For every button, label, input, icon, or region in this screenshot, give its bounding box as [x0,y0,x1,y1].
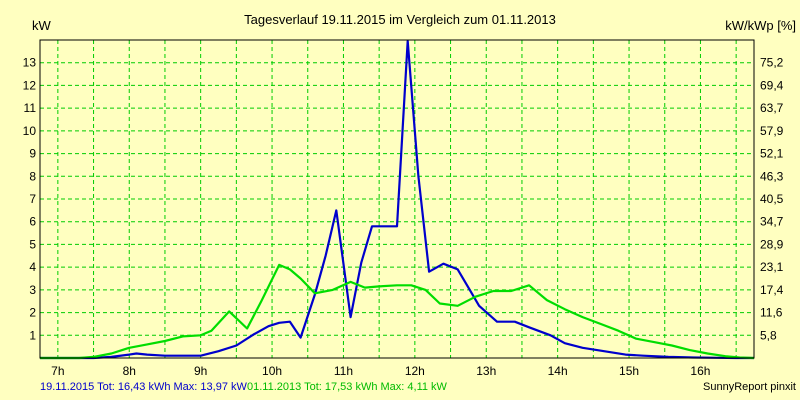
plot-frame [39,39,755,359]
y-tick-right-label: 69,4 [760,78,784,92]
y-tick-left-label: 13 [23,56,37,70]
x-tick-label: 7h [51,364,64,378]
x-tick-label: 15h [619,364,639,378]
y-tick-left-label: 3 [29,283,36,297]
x-tick-label: 11h [334,364,353,378]
y-tick-left-label: 6 [29,215,36,229]
y-tick-right-label: 34,7 [760,215,784,229]
y-tick-left-label: 9 [29,147,36,161]
y-tick-left-label: 12 [23,78,37,92]
y-tick-left-label: 5 [29,237,36,251]
y-tick-right-label: 28,9 [760,237,784,251]
y-axis-left-label: kW [32,18,52,33]
y-tick-right-label: 63,7 [760,101,784,115]
y-tick-right-label: 23,1 [760,260,784,274]
y-tick-left-label: 10 [23,124,37,138]
chart-title: Tagesverlauf 19.11.2015 im Vergleich zum… [244,12,556,27]
series-line-1 [40,39,754,360]
footer-credit: SunnyReport pinxit [703,381,796,393]
x-tick-label: 9h [194,364,207,378]
y-tick-right-label: 40,5 [760,192,784,206]
series-layer [40,39,755,360]
y-tick-left-label: 11 [24,101,37,115]
y-tick-right-label: 52,1 [760,147,784,161]
y-tick-right-label: 17,4 [760,283,784,297]
y-tick-right-label: 5,8 [760,328,777,342]
x-tick-label: 10h [262,364,282,378]
y-tick-left-label: 2 [29,306,36,320]
y-axis-right-label: kW/kWp [%] [725,18,796,33]
x-tick-label: 14h [548,364,568,378]
x-tick-label: 12h [405,364,425,378]
y-tick-right-label: 57,9 [760,124,784,138]
grid [40,40,754,358]
footer: 19.11.2015 Tot: 16,43 kWh Max: 13,97 kW … [0,381,800,400]
tick-labels: 1 5,8 2 11,6 3 17,4 4 23,1 5 28,9 6 34,7 7 40,5 8 46,3 9… [23,56,784,378]
y-tick-right-label: 11,6 [760,306,783,320]
y-tick-left-label: 1 [29,328,36,342]
x-tick-label: 8h [123,364,136,378]
series-line-2 [40,263,755,360]
footer-series2-summary: 01.11.2013 Tot: 17,53 kWh Max: 4,11 kW [247,381,447,393]
x-tick-label: 13h [476,364,496,378]
y-tick-left-label: 7 [29,192,36,206]
x-tick-label: 16h [690,364,710,378]
y-tick-right-label: 46,3 [760,169,784,183]
y-tick-left-label: 4 [29,260,36,274]
y-tick-right-label: 75,2 [760,56,784,70]
y-tick-left-label: 8 [29,169,36,183]
footer-series1-summary: 19.11.2015 Tot: 16,43 kWh Max: 13,97 kW [40,381,247,393]
